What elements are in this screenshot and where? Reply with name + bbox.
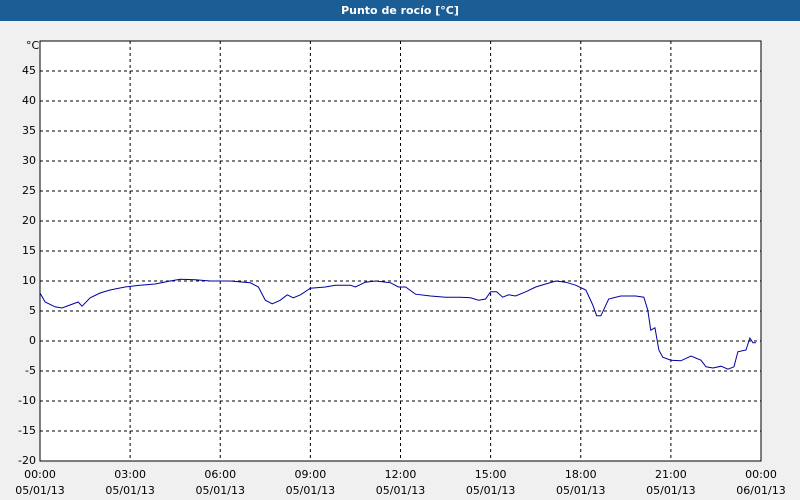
title-bar xyxy=(0,0,800,21)
x-tick-date: 05/01/13 xyxy=(646,484,695,497)
chart-title: Punto de rocío [°C] xyxy=(341,4,459,17)
x-tick-label: 09:00 xyxy=(295,468,327,481)
x-tick-date: 05/01/13 xyxy=(15,484,64,497)
x-tick-label: 06:00 xyxy=(204,468,236,481)
x-tick-label: 15:00 xyxy=(475,468,507,481)
x-tick-date: 06/01/13 xyxy=(736,484,785,497)
x-tick-label: 21:00 xyxy=(655,468,687,481)
x-tick-label: 00:00 xyxy=(24,468,56,481)
data-line xyxy=(39,278,756,370)
x-tick-date: 05/01/13 xyxy=(286,484,335,497)
y-tick-label: 5 xyxy=(29,304,36,317)
y-tick-label: 30 xyxy=(22,154,36,167)
y-tick-label: 45 xyxy=(22,64,36,77)
x-tick-date: 05/01/13 xyxy=(196,484,245,497)
x-tick-date: 05/01/13 xyxy=(105,484,154,497)
y-tick-label: 0 xyxy=(29,334,36,347)
x-tick-label: 00:00 xyxy=(745,468,777,481)
y-tick-label: 25 xyxy=(22,184,36,197)
y-tick-label: -20 xyxy=(18,454,36,467)
y-tick-label: -15 xyxy=(18,424,36,437)
y-tick-label: 35 xyxy=(22,124,36,137)
y-tick-label: -5 xyxy=(25,364,36,377)
y-unit: °C xyxy=(26,39,40,52)
x-tick-label: 03:00 xyxy=(114,468,146,481)
y-tick-label: 15 xyxy=(22,244,36,257)
y-tick-label: 10 xyxy=(22,274,36,287)
y-tick-label: -10 xyxy=(18,394,36,407)
x-tick-date: 05/01/13 xyxy=(556,484,605,497)
x-tick-label: 18:00 xyxy=(565,468,597,481)
x-tick-date: 05/01/13 xyxy=(466,484,515,497)
y-tick-label: 40 xyxy=(22,94,36,107)
x-tick-date: 05/01/13 xyxy=(376,484,425,497)
y-tick-label: 20 xyxy=(22,214,36,227)
x-tick-label: 12:00 xyxy=(385,468,417,481)
